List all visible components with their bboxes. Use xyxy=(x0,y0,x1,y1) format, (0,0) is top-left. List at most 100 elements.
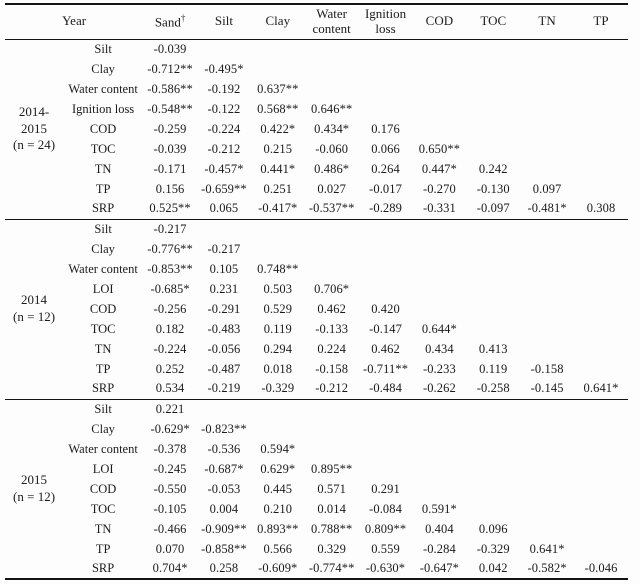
correlation-value-cell: 0.231 xyxy=(209,281,239,296)
correlation-value-cell xyxy=(520,159,574,179)
correlation-value-cell xyxy=(574,299,628,319)
column-header-label: Ignition loss xyxy=(364,6,407,36)
variable-label-cell: COD xyxy=(89,121,117,136)
column-header-water-content: Water content xyxy=(304,4,359,40)
correlation-value-cell xyxy=(412,398,467,419)
correlation-value-cell xyxy=(412,279,466,299)
variable-label-cell: SRP xyxy=(91,381,115,396)
table-row-section3-tn: TN -0.466 -0.909** 0.893** 0.788** 0.809** 0.4… xyxy=(5,519,628,539)
correlation-value-cell xyxy=(520,398,575,419)
correlation-value-cell xyxy=(412,79,466,99)
correlation-value-cell: -0.245 xyxy=(153,461,187,476)
correlation-value-cell: -0.039 xyxy=(143,38,198,59)
correlation-value-cell: -0.217 xyxy=(143,218,198,239)
variable-label-cell: SRP xyxy=(91,201,115,216)
correlation-value-cell xyxy=(305,79,359,99)
correlation-value-cell: 0.594* xyxy=(260,441,296,456)
column-header-label: TOC xyxy=(480,13,507,29)
correlation-value-cell: -0.466 xyxy=(153,521,187,536)
correlation-value-cell xyxy=(466,239,520,259)
correlation-value-cell: -0.270 xyxy=(422,181,456,196)
correlation-value-cell xyxy=(520,439,574,459)
correlation-value-cell: -0.536 xyxy=(207,441,241,456)
correlation-value-cell: -0.017 xyxy=(369,181,402,196)
correlation-value-cell xyxy=(520,218,575,239)
table-body: 2014- 2015 (n = 24) Silt -0.039 Clay -0.712** -… xyxy=(5,38,628,579)
correlation-value-cell: 0.119 xyxy=(479,361,508,376)
correlation-value-cell xyxy=(305,239,359,259)
column-header-cod: COD xyxy=(412,4,467,40)
correlation-value-cell: -0.219 xyxy=(207,381,241,396)
correlation-table: Year Sand† Silt Clay Water content Ignition l… xyxy=(5,3,628,580)
correlation-value-cell: 0.445 xyxy=(263,481,293,496)
correlation-value-cell: -0.685* xyxy=(150,281,190,296)
correlation-value-cell: -0.084 xyxy=(369,501,402,516)
correlation-value-cell: -0.858** xyxy=(201,541,247,556)
table-row-section1-tn: TN -0.171 -0.457* 0.441* 0.486* 0.264 0.447* 0.… xyxy=(5,159,628,179)
correlation-value-cell: -0.158 xyxy=(530,361,564,376)
correlation-value-cell xyxy=(412,299,466,319)
correlation-value-cell: 0.706* xyxy=(314,281,350,296)
correlation-value-cell: 0.182 xyxy=(155,321,185,336)
correlation-value-cell xyxy=(197,218,251,239)
correlation-value-cell xyxy=(304,398,359,419)
column-header-clay: Clay xyxy=(250,4,305,40)
table-row-section2-clay: Clay -0.776** -0.217 xyxy=(5,239,628,259)
correlation-value-cell: 0.462 xyxy=(317,301,346,316)
variable-label-cell: Ignition loss xyxy=(72,101,135,116)
correlation-value-cell xyxy=(466,218,521,239)
correlation-value-cell xyxy=(520,339,574,359)
table-row-section3-loi: LOI -0.245 -0.687* 0.629* 0.895** xyxy=(5,459,628,479)
year-group-cell: 2014- 2015 (n = 24) xyxy=(5,38,64,219)
year-group-line: (n = 12) xyxy=(13,309,56,324)
correlation-value-cell: 0.066 xyxy=(371,141,400,156)
correlation-value-cell xyxy=(574,139,628,159)
correlation-value-cell xyxy=(466,38,521,59)
correlation-value-cell: 0.294 xyxy=(263,341,293,356)
year-group-line: 2015 xyxy=(21,471,48,487)
correlation-value-cell: -0.647* xyxy=(419,561,459,575)
correlation-value-cell: -0.056 xyxy=(207,341,241,356)
correlation-value-cell: -0.258 xyxy=(476,381,510,396)
correlation-value-cell xyxy=(250,218,305,239)
table-row-section2-water-content: Water content -0.853** 0.105 0.748** xyxy=(5,259,628,279)
correlation-value-cell: 0.176 xyxy=(371,121,400,136)
correlation-value-cell: 0.308 xyxy=(586,201,616,216)
table-row-section1-tp: TP 0.156 -0.659** 0.251 0.027 -0.017 -0.270 -0.… xyxy=(5,179,628,199)
correlation-value-cell: -0.212 xyxy=(315,381,349,396)
table-row-section3-srp: SRP 0.704* 0.258 -0.609* -0.774** -0.630* -0.6… xyxy=(5,559,628,579)
correlation-value-cell: -0.217 xyxy=(207,241,241,256)
correlation-value-cell: -0.687* xyxy=(204,461,244,476)
table-header: Year Sand† Silt Clay Water content Ignition l… xyxy=(5,4,628,40)
column-header-silt: Silt xyxy=(197,4,251,40)
column-header-tn: TN xyxy=(520,4,575,40)
year-group-line: (n = 24) xyxy=(13,137,56,153)
correlation-value-cell xyxy=(251,239,305,259)
correlation-value-cell: -0.039 xyxy=(153,141,187,156)
correlation-value-cell xyxy=(412,38,467,59)
variable-label-cell: Water content xyxy=(68,81,138,96)
correlation-value-cell: -0.629* xyxy=(150,421,190,436)
correlation-value-cell xyxy=(520,99,574,119)
table-row-section3-water-content: Water content -0.378 -0.536 0.594* xyxy=(5,439,628,459)
correlation-value-cell xyxy=(574,539,628,559)
correlation-value-cell: 0.258 xyxy=(209,561,239,575)
correlation-value-cell: 0.242 xyxy=(478,161,508,176)
table-row-section2-cod: COD -0.256 -0.291 0.529 0.462 0.420 xyxy=(5,299,628,319)
correlation-value-cell: 0.571 xyxy=(317,481,346,496)
table-row-section1-ignition-loss: Ignition loss -0.548** -0.122 0.568** 0.646*… xyxy=(5,99,628,119)
correlation-value-cell: 0.893** xyxy=(257,521,299,536)
correlation-value-cell xyxy=(250,398,305,419)
correlation-value-cell xyxy=(574,419,628,439)
correlation-value-cell: 0.404 xyxy=(425,521,454,536)
correlation-value-cell: -0.233 xyxy=(422,361,456,376)
correlation-value-cell xyxy=(520,59,574,79)
correlation-value-cell: 0.027 xyxy=(317,181,346,196)
column-header-label: Sand xyxy=(154,14,181,30)
table-row-section2-loi: LOI -0.685* 0.231 0.503 0.706* xyxy=(5,279,628,299)
correlation-value-cell xyxy=(574,159,628,179)
correlation-value-cell: -0.774** xyxy=(308,561,355,575)
column-header-label: COD xyxy=(425,13,454,29)
variable-label-cell: Silt xyxy=(63,398,144,419)
